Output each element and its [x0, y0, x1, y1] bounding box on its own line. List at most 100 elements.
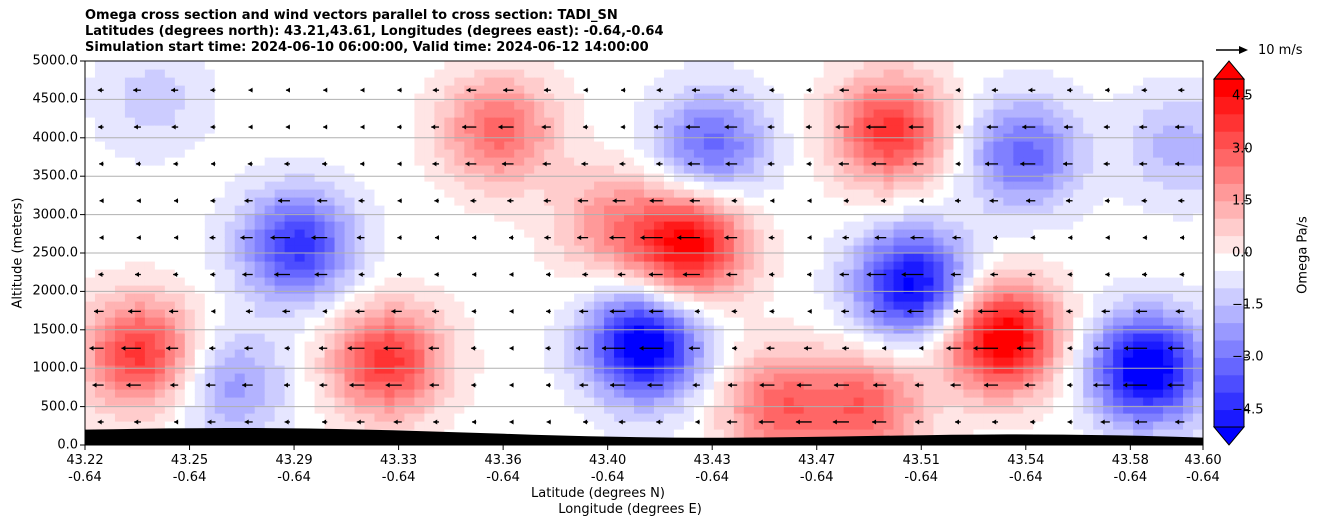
field-cell — [793, 149, 805, 158]
field-cell — [494, 85, 505, 94]
field-cell — [943, 349, 955, 358]
field-cell — [644, 277, 655, 286]
field-cell — [194, 125, 206, 134]
field-cell — [743, 125, 755, 134]
field-cell — [464, 93, 475, 102]
field-cell — [683, 221, 695, 230]
field-cell — [953, 117, 965, 126]
field-cell — [574, 341, 585, 350]
field-cell — [424, 293, 435, 302]
field-cell — [683, 109, 695, 118]
field-cell — [993, 61, 1004, 70]
field-cell — [134, 237, 146, 246]
field-cell — [644, 413, 655, 422]
field-cell — [1103, 333, 1114, 342]
field-cell — [614, 277, 625, 286]
field-cell — [194, 381, 206, 390]
field-cell — [1083, 101, 1094, 110]
field-cell — [364, 69, 376, 78]
field-cell — [1073, 317, 1084, 326]
field-cell — [703, 293, 715, 302]
field-cell — [753, 301, 765, 310]
field-cell — [334, 117, 346, 126]
field-cell — [713, 149, 725, 158]
field-cell — [943, 301, 955, 310]
field-cell — [743, 429, 755, 438]
field-cell — [164, 101, 176, 110]
field-cell — [783, 141, 795, 150]
field-cell — [504, 77, 515, 86]
field-cell — [434, 197, 445, 206]
field-cell — [174, 357, 186, 366]
field-cell — [923, 149, 935, 158]
field-cell — [484, 357, 495, 366]
field-cell — [663, 197, 675, 206]
field-cell — [793, 341, 805, 350]
field-cell — [224, 293, 236, 302]
field-cell — [883, 429, 895, 438]
field-cell — [224, 397, 236, 406]
field-cell — [683, 349, 695, 358]
field-cell — [1063, 349, 1074, 358]
field-cell — [524, 173, 535, 182]
field-cell — [594, 405, 605, 414]
field-cell — [963, 109, 975, 118]
field-cell — [294, 253, 306, 262]
field-cell — [294, 189, 306, 198]
field-cell — [1003, 285, 1014, 294]
field-cell — [973, 125, 984, 134]
field-cell — [753, 93, 765, 102]
field-cell — [793, 93, 805, 102]
field-cell — [883, 141, 895, 150]
field-cell — [514, 269, 525, 278]
field-cell — [893, 365, 905, 374]
field-cell — [913, 213, 925, 222]
field-cell — [494, 365, 505, 374]
field-cell — [324, 341, 336, 350]
field-cell — [584, 285, 595, 294]
field-cell — [574, 413, 585, 422]
field-cell — [304, 365, 316, 374]
field-cell — [564, 381, 575, 390]
field-cell — [174, 405, 186, 414]
field-cell — [174, 141, 186, 150]
field-cell — [85, 165, 96, 174]
field-cell — [584, 373, 595, 382]
field-cell — [374, 341, 386, 350]
field-cell — [304, 117, 316, 126]
field-cell — [903, 69, 915, 78]
field-cell — [104, 165, 116, 174]
field-cell — [534, 101, 545, 110]
field-cell — [174, 413, 186, 422]
field-cell — [1113, 261, 1124, 270]
field-cell — [1013, 389, 1024, 398]
field-cell — [1033, 421, 1044, 430]
field-cell — [1013, 85, 1024, 94]
field-cell — [244, 189, 256, 198]
field-cell — [304, 237, 316, 246]
field-cell — [1113, 85, 1124, 94]
field-cell — [594, 245, 605, 254]
field-cell — [833, 277, 845, 286]
field-cell — [803, 301, 815, 310]
field-cell — [184, 413, 196, 422]
field-cell — [314, 349, 326, 358]
field-cell — [823, 269, 835, 278]
field-cell — [753, 341, 765, 350]
field-cell — [614, 149, 625, 158]
field-cell — [753, 389, 765, 398]
field-cell — [843, 317, 855, 326]
field-cell — [1043, 125, 1054, 134]
field-cell — [1003, 157, 1014, 166]
field-cell — [763, 309, 775, 318]
field-cell — [554, 61, 565, 70]
field-cell — [1103, 149, 1114, 158]
field-cell — [863, 261, 875, 270]
field-cell — [843, 77, 855, 86]
field-cell — [244, 373, 256, 382]
field-cell — [404, 421, 416, 430]
field-cell — [534, 149, 545, 158]
field-cell — [1093, 181, 1104, 190]
field-cell — [903, 413, 915, 422]
field-cell — [993, 69, 1004, 78]
